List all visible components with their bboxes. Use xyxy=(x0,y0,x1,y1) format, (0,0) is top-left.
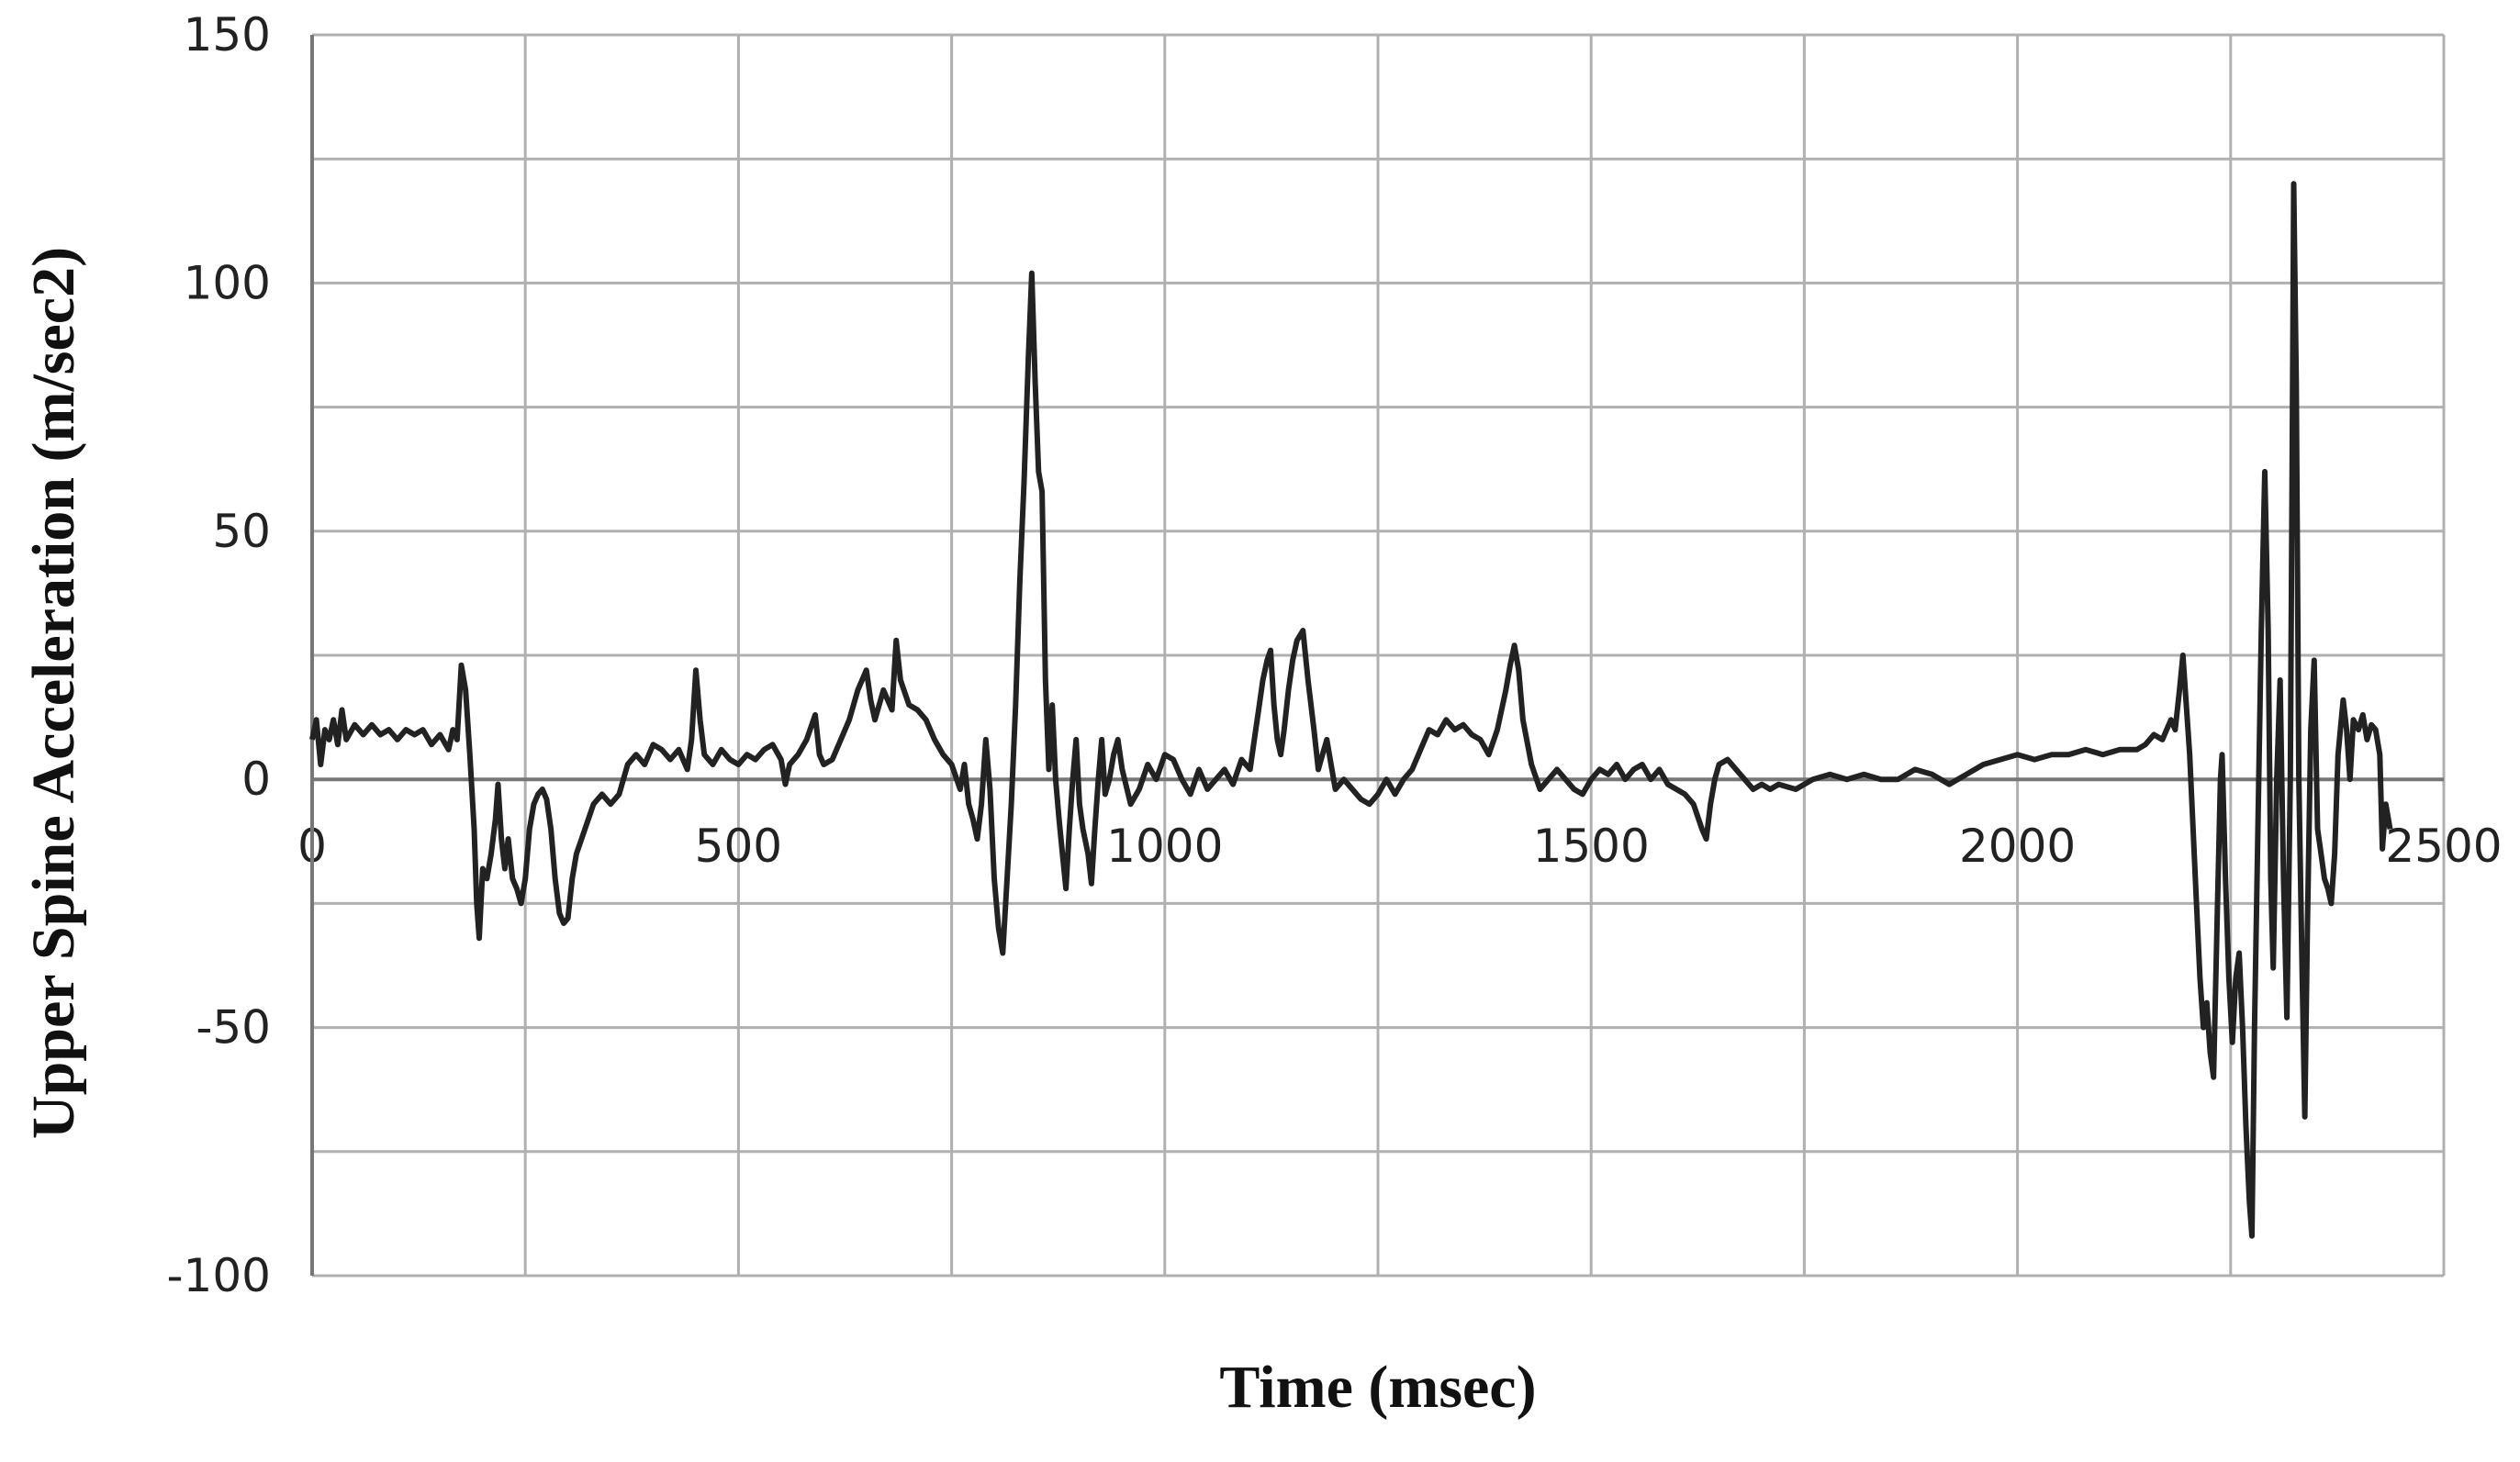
data-line xyxy=(309,181,2393,1239)
x-tick-label: 500 xyxy=(695,820,782,873)
x-tick-label: 1000 xyxy=(1106,820,1223,873)
x-tick-label: 2000 xyxy=(1959,820,2076,873)
y-tick-label: 100 xyxy=(184,256,271,309)
x-tick-label: 2500 xyxy=(2385,820,2502,873)
y-tick-label: -50 xyxy=(196,1001,271,1055)
y-tick-label: -100 xyxy=(167,1249,271,1302)
y-tick-label: 0 xyxy=(241,753,271,806)
x-axis-title: Time (msec) xyxy=(1219,1354,1536,1421)
y-axis-title: Upper Spine Acceleration (m/sec2) xyxy=(20,247,87,1139)
x-tick-label: 1500 xyxy=(1533,820,1650,873)
y-tick-label: 50 xyxy=(212,505,271,558)
y-tick-label: 150 xyxy=(184,8,271,61)
